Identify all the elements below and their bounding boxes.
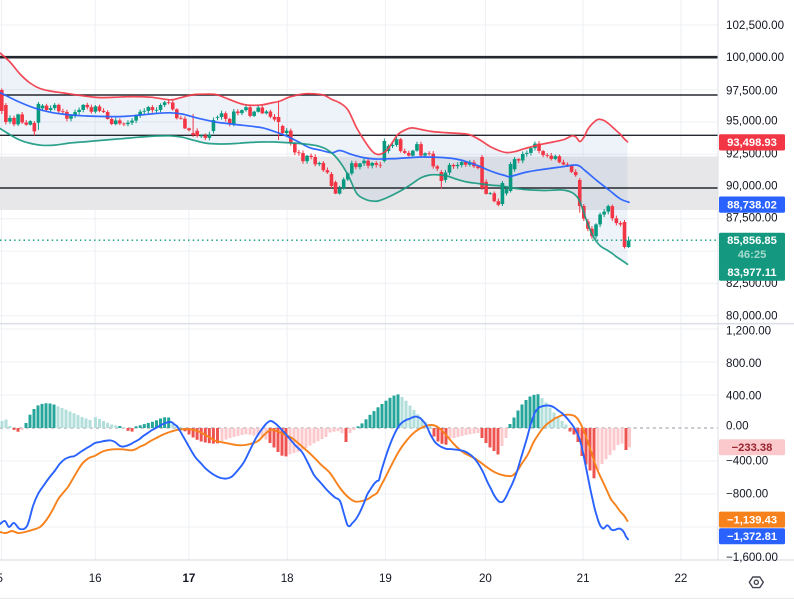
svg-text:46:25: 46:25 — [738, 249, 767, 261]
svg-text:87,500.00: 87,500.00 — [726, 211, 778, 224]
svg-text:800.00: 800.00 — [726, 357, 761, 370]
svg-text:83,977.11: 83,977.11 — [727, 267, 776, 279]
svg-text:0.00: 0.00 — [726, 420, 749, 433]
svg-text:90,000.00: 90,000.00 — [726, 179, 778, 192]
svg-text:20: 20 — [479, 572, 492, 585]
svg-text:97,500.00: 97,500.00 — [726, 84, 778, 97]
svg-text:−800.00: −800.00 — [726, 487, 768, 500]
svg-text:21: 21 — [577, 572, 590, 585]
svg-text:−233.38: −233.38 — [732, 442, 773, 454]
svg-text:−1,139.43: −1,139.43 — [727, 514, 777, 526]
svg-text:19: 19 — [379, 572, 392, 585]
svg-text:22: 22 — [674, 572, 687, 585]
svg-text:102,500.00: 102,500.00 — [726, 19, 784, 32]
svg-text:15: 15 — [0, 572, 3, 585]
svg-text:80,000.00: 80,000.00 — [726, 310, 778, 323]
svg-text:16: 16 — [89, 572, 102, 585]
svg-text:−1,600.00: −1,600.00 — [726, 551, 778, 564]
svg-text:17: 17 — [182, 572, 195, 585]
svg-text:18: 18 — [281, 572, 294, 585]
svg-text:93,498.93: 93,498.93 — [727, 137, 777, 149]
svg-text:400.00: 400.00 — [726, 389, 761, 402]
svg-text:85,856.85: 85,856.85 — [727, 235, 777, 247]
svg-text:95,000.00: 95,000.00 — [726, 114, 778, 127]
svg-text:100,000.00: 100,000.00 — [726, 51, 784, 64]
svg-text:88,738.02: 88,738.02 — [727, 199, 777, 211]
svg-text:92,500.00: 92,500.00 — [726, 147, 778, 160]
svg-text:−400.00: −400.00 — [726, 455, 768, 468]
svg-text:−1,372.81: −1,372.81 — [727, 531, 777, 543]
svg-text:1,200.00: 1,200.00 — [726, 324, 771, 337]
